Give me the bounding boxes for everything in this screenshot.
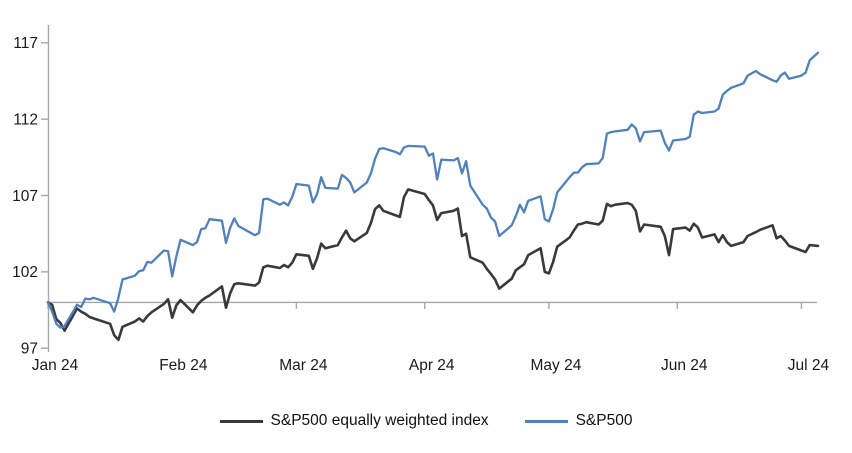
- equal-weight-series-line: [46, 188, 820, 342]
- y-axis-tick-label: 97: [21, 341, 38, 358]
- legend-item-sp500: S&P500: [524, 412, 633, 430]
- sp500-legend-line-swatch: [524, 419, 568, 423]
- y-axis-tick-label: 112: [13, 111, 38, 128]
- x-axis-tick-label: May 24: [530, 357, 581, 374]
- x-axis-tick-label: Mar 24: [279, 357, 328, 374]
- x-axis-tick-label: Jul 24: [788, 357, 830, 374]
- sp500-series-line: [46, 51, 820, 329]
- x-axis-tick-label: Jun 24: [661, 357, 708, 374]
- x-axis-tick-label: Apr 24: [409, 357, 455, 374]
- y-axis-tick-label: 117: [13, 35, 38, 52]
- y-axis-tick-label: 102: [12, 264, 38, 281]
- legend-label-equal-weight: S&P500 equally weighted index: [270, 412, 489, 429]
- x-axis-tick-label: Jan 24: [32, 357, 79, 374]
- legend-item-equal-weight: S&P500 equally weighted index: [219, 412, 489, 430]
- y-axis-tick-label: 107: [12, 188, 38, 205]
- x-axis-tick-label: Feb 24: [159, 357, 208, 374]
- legend-label-sp500: S&P500: [575, 412, 633, 429]
- chart-legend: S&P500 equally weighted index S&P500: [0, 412, 852, 430]
- equal-weight-legend-line-swatch: [219, 419, 263, 423]
